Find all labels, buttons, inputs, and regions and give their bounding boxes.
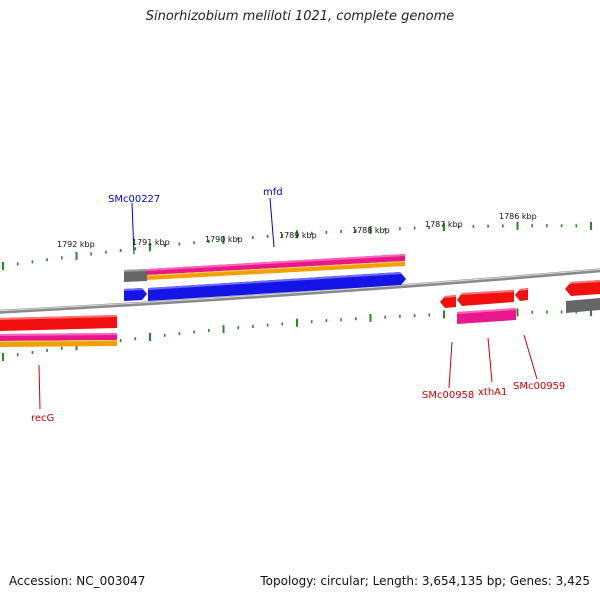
xtha1-pink-band-top	[457, 308, 516, 314]
recg-leader	[38, 364, 41, 410]
genome-summary-text: Topology: circular; Length: 3,654,135 bp…	[260, 574, 590, 588]
mfd-pink-band-top	[147, 254, 405, 271]
smc00227-grey-block[interactable]	[124, 269, 147, 282]
right-edge-gene-red-top	[569, 280, 600, 284]
smc00227-grey-top	[124, 269, 147, 272]
smc00958-leader	[448, 341, 453, 389]
xtha1-gene-red-top	[460, 290, 514, 295]
mfd-orange-band-top	[147, 261, 405, 276]
reverse-strand-features	[0, 288, 528, 347]
scale-label-1792: 1792 kbp	[57, 240, 95, 249]
smc00958-label[interactable]: SMc00958	[422, 390, 474, 401]
genome-backbone	[0, 268, 600, 314]
genome-backbone-highlight	[0, 268, 600, 312]
label-leaders	[38, 197, 538, 410]
mfd-leader	[269, 197, 275, 248]
scale-label-1788: 1788 kbp	[352, 226, 390, 235]
smc00227-gene-blue-top	[124, 288, 144, 291]
mfd-orange-band[interactable]	[147, 261, 405, 280]
smc00958-gene-red-top	[443, 295, 456, 298]
scale-label-1787: 1787 kbp	[425, 220, 463, 229]
recg-label[interactable]: recG	[31, 413, 54, 424]
smc00958-gene-red[interactable]	[440, 295, 456, 308]
accession-text: Accession: NC_003047	[9, 574, 146, 588]
forward-strand-features	[124, 254, 600, 313]
recg-orange-band-top	[0, 340, 117, 342]
smc00959-label[interactable]: SMc00959	[513, 381, 565, 392]
smc00227-label[interactable]: SMc00227	[108, 194, 160, 205]
scale-label-1790: 1790 kbp	[205, 235, 243, 244]
xtha1-label[interactable]: xthA1	[478, 387, 507, 398]
map-title: Sinorhizobium meliloti 1021, complete ge…	[145, 9, 455, 24]
smc00227-gene-blue[interactable]	[124, 288, 147, 301]
smc00959-gene-red-top	[518, 288, 528, 291]
smc00959-leader	[523, 334, 538, 380]
xtha1-leader	[487, 337, 493, 383]
mfd-gene-blue[interactable]	[148, 272, 406, 301]
recg-gene-red-top	[0, 315, 117, 320]
mfd-gene-blue-top	[148, 272, 402, 290]
smc00227-leader	[131, 202, 135, 255]
recg-pink-band-top	[0, 333, 117, 336]
scale-label-1791: 1791 kbp	[132, 238, 170, 247]
smc00959-gene-red[interactable]	[515, 288, 528, 301]
scale-label-1786: 1786 kbp	[499, 212, 537, 221]
scale-label-1789: 1789 kbp	[279, 231, 317, 240]
right-edge-gene-red[interactable]	[565, 280, 600, 296]
scale-labels: 1792 kbp 1791 kbp 1790 kbp 1789 kbp 1788…	[57, 212, 537, 249]
outer-tick-track	[2, 221, 592, 270]
right-edge-grey-block[interactable]	[566, 298, 600, 313]
gene-labels: SMc00227 mfd recG SMc00958 xthA1 SMc0095…	[31, 187, 565, 424]
mfd-label[interactable]: mfd	[263, 187, 283, 198]
